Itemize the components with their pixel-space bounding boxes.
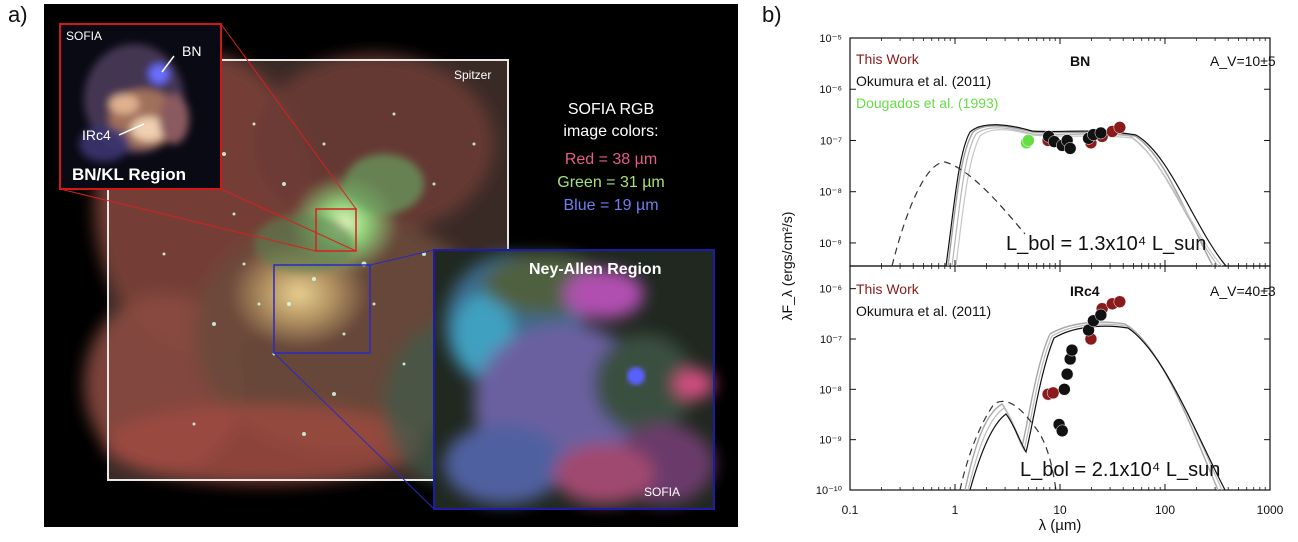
legend-green: Green = 31 µm bbox=[557, 174, 665, 191]
irc4-data-point bbox=[1058, 383, 1071, 396]
irc4-data-point bbox=[1113, 295, 1127, 308]
irc4-data-point bbox=[1094, 308, 1108, 322]
y-tick-label: 10⁻¹⁰ bbox=[816, 485, 843, 497]
legend-blue: Blue = 19 µm bbox=[563, 197, 658, 214]
main-image-tag: Spitzer bbox=[454, 68, 491, 82]
x-tick-label: 1 bbox=[952, 503, 959, 517]
y-tick-label: 10⁻⁹ bbox=[819, 435, 842, 447]
y-tick-label: 10⁻⁶ bbox=[819, 84, 842, 96]
irc4-data-point bbox=[1055, 424, 1069, 438]
bn-data-point bbox=[1022, 134, 1035, 147]
inset-top-tag: SOFIA bbox=[66, 29, 102, 43]
bn-data-point bbox=[1063, 142, 1077, 155]
top-legend-this-work: This Work bbox=[856, 51, 920, 67]
top-lbol-label: L_bol = 1.3x10⁴ L_sun bbox=[1006, 233, 1206, 255]
top-model-curves bbox=[891, 124, 1227, 267]
bn-data-point bbox=[1094, 126, 1108, 140]
bnkl-region-label: BN/KL Region bbox=[72, 165, 186, 184]
y-tick-label: 10⁻⁷ bbox=[820, 135, 842, 147]
top-source-label: BN bbox=[1070, 53, 1090, 69]
y-tick-label: 10⁻⁷ bbox=[820, 334, 842, 346]
panel-a-label: a) bbox=[8, 2, 28, 27]
y-tick-label: 10⁻⁹ bbox=[819, 238, 842, 250]
legend-title-2: image colors: bbox=[563, 123, 658, 140]
bottom-legend-this-work: This Work bbox=[856, 281, 920, 297]
y-tick-label: 10⁻⁶ bbox=[819, 284, 842, 296]
bottom-model-curves bbox=[959, 321, 1226, 491]
x-axis-label: λ (µm) bbox=[1039, 517, 1082, 534]
bottom-lbol-label: L_bol = 2.1x10⁴ L_sun bbox=[1020, 459, 1220, 481]
x-tick-label: 1000 bbox=[1257, 503, 1284, 517]
x-tick-label: 10 bbox=[1053, 503, 1067, 517]
x-tick-label: 100 bbox=[1155, 503, 1175, 517]
y-tick-label: 10⁻⁸ bbox=[819, 384, 842, 396]
bottom-legend-okumura: Okumura et al. (2011) bbox=[856, 303, 991, 319]
x-tick-label: 0.1 bbox=[842, 503, 859, 517]
irc4-data-point bbox=[1065, 343, 1079, 357]
legend-red: Red = 38 µm bbox=[565, 151, 657, 168]
nebula-image: SOFIA BN IRc4 BN/KL Region Spitzer SOFIA… bbox=[59, 23, 715, 510]
y-tick-label: 10⁻⁵ bbox=[819, 33, 842, 45]
irc4-data-point bbox=[1046, 386, 1060, 400]
irc4-label: IRc4 bbox=[82, 127, 111, 143]
bottom-source-label: IRc4 bbox=[1070, 283, 1100, 299]
top-av-label: A_V=10±5 bbox=[1210, 53, 1276, 69]
y-tick-label: 10⁻⁸ bbox=[819, 187, 842, 199]
legend-title-1: SOFIA RGB bbox=[568, 101, 654, 118]
sed-chart: 0.1 1 10 100 1000 10⁻⁵ 10⁻⁶ 10⁻⁷ 10⁻⁸ 10⁻⁹ 10⁻⁶ 10⁻… bbox=[779, 33, 1284, 534]
inset-bottom-tag: SOFIA bbox=[644, 485, 680, 499]
y-axis-label: λF_λ (ergs/cm²/s) bbox=[779, 212, 795, 321]
sed-chart-panel: 0.1 1 10 100 1000 10⁻⁵ 10⁻⁶ 10⁻⁷ 10⁻⁸ 10⁻⁹ 10⁻⁶ 10⁻… bbox=[770, 4, 1298, 537]
bn-label: BN bbox=[182, 43, 201, 59]
panel-b-label: b) bbox=[762, 2, 782, 27]
orion-image-panel: SOFIA BN IRc4 BN/KL Region Spitzer SOFIA… bbox=[44, 4, 738, 527]
top-legend-dougados: Dougados et al. (1993) bbox=[856, 95, 998, 111]
irc4-data-point bbox=[1060, 367, 1074, 381]
top-legend-okumura: Okumura et al. (2011) bbox=[856, 73, 991, 89]
bottom-av-label: A_V=40±3 bbox=[1210, 283, 1276, 299]
bn-data-point bbox=[1113, 121, 1127, 134]
ney-allen-region-label: Ney-Allen Region bbox=[529, 261, 661, 278]
